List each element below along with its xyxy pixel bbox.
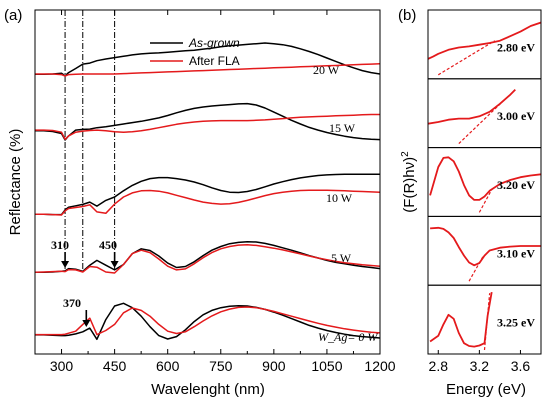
series-as-grown-10-w	[35, 173, 380, 216]
series-after-fla-0-w	[35, 306, 380, 336]
b-curve-3-20-ev	[429, 156, 541, 201]
panel-b-x-ticks: 2.8 3.2 3.6	[429, 350, 531, 374]
b-subplot-frame-4	[427, 284, 542, 355]
panel-b: (b) (F(R)hν)2 Energy (eV) 2.80 eV 3.00 eV…	[398, 7, 542, 398]
label-10w: 10 W	[326, 191, 353, 205]
b-fit-line-3-00-ev	[458, 98, 506, 145]
legend-label-as-grown: As-grown	[188, 36, 240, 50]
b-x-tick-label-3.2: 3.2	[470, 358, 490, 374]
series-as-grown-0-w	[35, 302, 380, 341]
b-subplot-3-20-ev: 3.20 eV	[427, 147, 542, 217]
b-curve-3-00-ev	[428, 88, 516, 125]
b-subplot-3-00-ev: 3.00 eV	[427, 78, 542, 149]
a-x-tick-label-1050: 1050	[311, 358, 342, 374]
b-curve-3-10-ev	[430, 226, 541, 267]
b-x-tick-label-2.8: 2.8	[429, 358, 449, 374]
panel-a-curves	[35, 42, 380, 341]
panel-a-frame	[34, 9, 381, 355]
panel-b-ylabel-main: (F(R)hν)	[401, 157, 418, 213]
arrow-310-head	[61, 261, 70, 268]
b-fit-line-2-80-ev	[437, 40, 496, 76]
a-x-tick-label-900: 900	[262, 358, 286, 374]
b-curve-3-25-ev	[429, 291, 493, 348]
a-x-tick-label-750: 750	[209, 358, 233, 374]
b-subplot-2-80-ev: 2.80 eV	[427, 9, 542, 80]
b-x-tick-label-3.6: 3.6	[511, 358, 531, 374]
panel-a-letter: (a)	[4, 7, 22, 24]
panel-b-ylabel: (F(R)hν)2	[400, 151, 418, 213]
panel-b-letter: (b)	[398, 7, 416, 24]
label-15w: 15 W	[329, 121, 356, 135]
panel-a: (a) Reflectance (%) Wavelenght (nm) 300 4…	[4, 7, 396, 398]
b-curve-2-80-ev	[428, 21, 541, 60]
panel-b-ylabel-sup: 2	[400, 151, 411, 157]
a-x-tick-label-300: 300	[50, 358, 74, 374]
panel-b-xlabel: Energy (eV)	[446, 381, 526, 398]
annotation-arrows	[61, 252, 119, 327]
b-subplot-3-25-ev: 3.25 eV	[427, 284, 542, 355]
arrow-370-head	[82, 320, 91, 327]
series-after-fla-10-w	[35, 189, 380, 216]
legend-label-after-fla: After FLA	[189, 54, 240, 68]
legend: As-grown After FLA	[150, 36, 240, 68]
series-after-fla-15-w	[35, 113, 380, 141]
label-20w: 20 W	[313, 63, 340, 77]
series-after-fla-20-w	[35, 63, 380, 77]
annotation-370: 370	[63, 296, 81, 310]
series-as-grown-20-w	[35, 42, 380, 77]
b-fit-line-3-25-ev	[483, 293, 491, 351]
panel-a-xlabel: Wavelenght (nm)	[151, 381, 265, 398]
series-after-fla-5-w	[35, 244, 380, 274]
annotation-310: 310	[51, 238, 69, 252]
a-x-tick-label-600: 600	[156, 358, 180, 374]
b-bandgap-label-3-20-ev: 3.20 eV	[497, 178, 535, 192]
b-subplot-3-10-ev: 3.10 eV	[427, 215, 542, 286]
b-bandgap-label-2-80-ev: 2.80 eV	[497, 40, 535, 54]
b-bandgap-label-3-10-ev: 3.10 eV	[497, 247, 535, 261]
panel-b-subplots: 2.80 eV 3.00 eV 3.20 eV 3.10 eV 3.25 eV	[427, 9, 542, 355]
panel-a-ylabel: Reflectance (%)	[7, 129, 24, 236]
series-as-grown-5-w	[35, 240, 380, 274]
panel-a-reference-lines	[64, 10, 116, 270]
b-bandgap-label-3-25-ev: 3.25 eV	[497, 315, 535, 329]
label-0w: W_Ag= 0 W	[318, 330, 378, 344]
a-x-tick-label-1200: 1200	[364, 358, 395, 374]
label-5w: 5 W	[331, 251, 352, 265]
annotation-450: 450	[99, 238, 117, 252]
a-x-tick-label-450: 450	[103, 358, 127, 374]
arrow-450-head	[110, 261, 119, 268]
b-fit-line-3-20-ev	[478, 189, 493, 213]
series-as-grown-15-w	[35, 102, 380, 141]
b-bandgap-label-3-00-ev: 3.00 eV	[497, 109, 535, 123]
